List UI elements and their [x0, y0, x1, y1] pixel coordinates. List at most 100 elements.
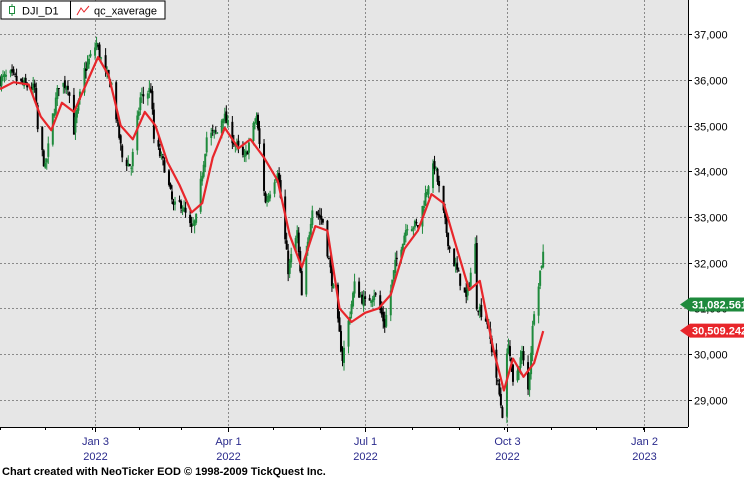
- candle: [469, 267, 472, 291]
- candle: [501, 405, 504, 419]
- candle: [89, 50, 92, 58]
- candle: [327, 255, 330, 260]
- candle: [62, 82, 65, 94]
- candle: [373, 289, 376, 306]
- candle: [477, 310, 480, 316]
- candle: [531, 320, 534, 362]
- candle: [205, 131, 208, 157]
- candle: [257, 112, 259, 131]
- candle: [163, 157, 166, 173]
- candle: [382, 306, 385, 329]
- candle: [9, 69, 12, 78]
- candle: [54, 92, 57, 116]
- candle: [432, 159, 435, 193]
- legend: DJI_D1 qc_xaverage: [0, 0, 166, 20]
- candle: [317, 209, 320, 220]
- candle: [246, 150, 249, 155]
- candle: [137, 107, 140, 120]
- candle: [454, 257, 457, 273]
- candle: [85, 61, 87, 79]
- candle: [359, 291, 362, 298]
- candle: [193, 219, 196, 234]
- candle: [237, 134, 240, 154]
- footer-credit: Chart created with NeoTicker EOD © 1998-…: [2, 466, 326, 478]
- candle: [169, 182, 172, 190]
- candle: [318, 207, 321, 226]
- x-tick-label: Oct 3: [494, 436, 520, 448]
- candle: [151, 85, 154, 115]
- candle: [343, 340, 345, 371]
- candle: [395, 250, 398, 267]
- candle: [44, 158, 47, 169]
- candle: [180, 199, 183, 214]
- candle: [521, 345, 524, 365]
- candle: [125, 157, 128, 172]
- candle: [361, 291, 364, 305]
- average-value-label: 30,509.242: [692, 326, 744, 338]
- candle: [511, 363, 514, 386]
- candle: [266, 194, 269, 207]
- x-tick-label: Apr 1: [215, 436, 241, 448]
- candle: [172, 198, 175, 211]
- candle: [253, 118, 256, 130]
- candle: [522, 346, 525, 366]
- candle: [42, 149, 45, 167]
- candle: [264, 191, 267, 204]
- candle: [445, 213, 448, 238]
- candle: [459, 273, 462, 291]
- candle: [456, 256, 459, 273]
- candle: [403, 232, 406, 246]
- grid-lines: [0, 0, 688, 427]
- candle: [406, 224, 409, 236]
- y-tick-label: 36,000: [694, 76, 728, 88]
- candle: [332, 283, 335, 289]
- legend-overlay: qc_xaverage: [94, 6, 157, 18]
- candle: [184, 201, 187, 218]
- candle: [465, 283, 468, 304]
- candle: [498, 378, 501, 397]
- candle: [86, 55, 89, 71]
- candle: [56, 85, 59, 107]
- candle: [47, 136, 50, 164]
- x-tick-year: 2022: [353, 451, 377, 463]
- candle: [410, 225, 413, 232]
- legend-instrument: DJI_D1: [22, 6, 59, 18]
- candle: [211, 124, 214, 136]
- candle: [174, 196, 177, 211]
- candle: [527, 355, 530, 396]
- candle: [370, 300, 373, 307]
- candle: [171, 185, 173, 205]
- candle: [341, 346, 344, 367]
- candle: [353, 273, 356, 298]
- candle: [252, 121, 255, 146]
- candle: [32, 76, 35, 96]
- candle: [415, 218, 418, 226]
- y-tick-label: 30,000: [694, 350, 728, 362]
- candle: [352, 291, 355, 308]
- candle: [94, 42, 97, 60]
- candle: [45, 157, 48, 170]
- candle: [427, 185, 430, 199]
- candle: [347, 319, 350, 354]
- candle: [394, 252, 397, 279]
- candle: [478, 303, 481, 319]
- candle: [142, 86, 145, 104]
- y-tick-label: 33,000: [694, 213, 728, 225]
- candle: [447, 232, 450, 251]
- x-tick-year: 2022: [495, 451, 519, 463]
- candle: [97, 42, 100, 50]
- candle: [315, 211, 318, 218]
- candle: [296, 225, 299, 244]
- last-price-label: 31,082.561: [692, 300, 744, 312]
- candle: [505, 348, 508, 424]
- candle: [5, 69, 8, 81]
- candle: [311, 205, 314, 229]
- candle: [463, 287, 466, 293]
- candle: [542, 244, 545, 269]
- candle: [3, 71, 6, 83]
- candle: [66, 80, 69, 96]
- candle: [222, 118, 225, 130]
- candle: [213, 129, 216, 139]
- candle: [33, 79, 36, 93]
